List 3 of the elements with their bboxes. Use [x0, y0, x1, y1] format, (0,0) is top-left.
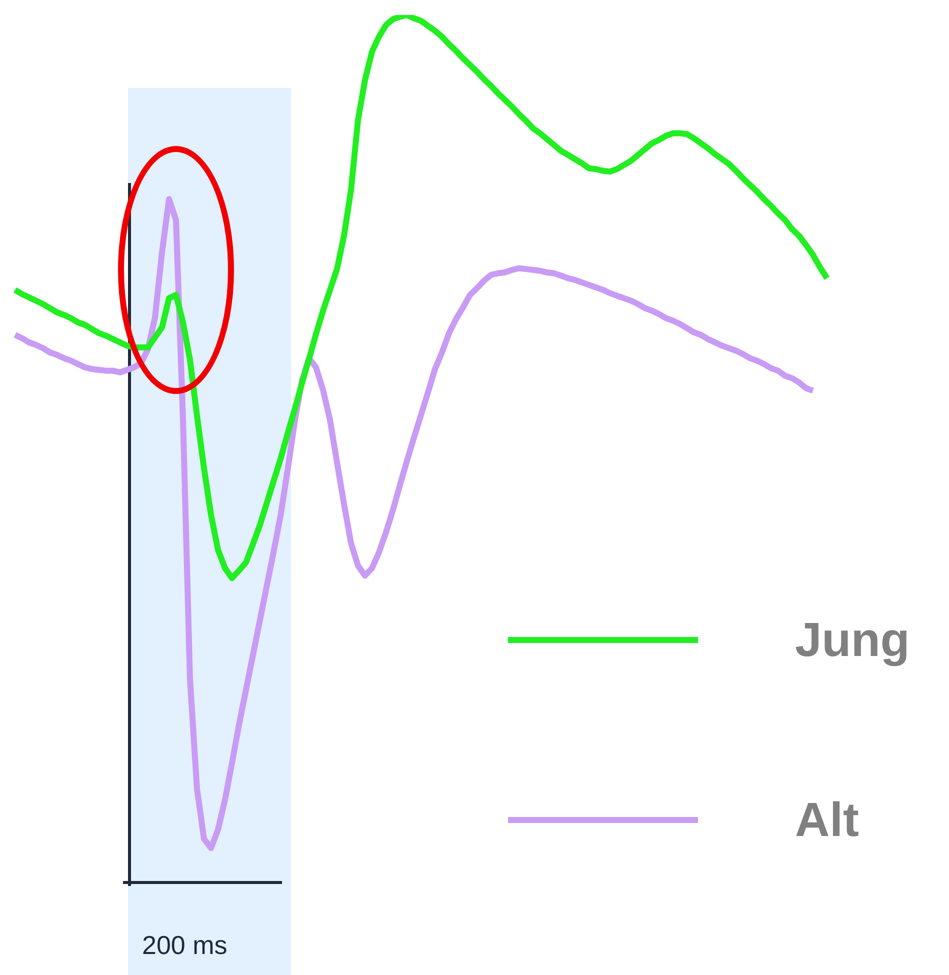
legend-label: Jung: [795, 612, 910, 668]
legend-label: Alt: [795, 792, 859, 848]
text: 200 ms: [142, 930, 228, 960]
